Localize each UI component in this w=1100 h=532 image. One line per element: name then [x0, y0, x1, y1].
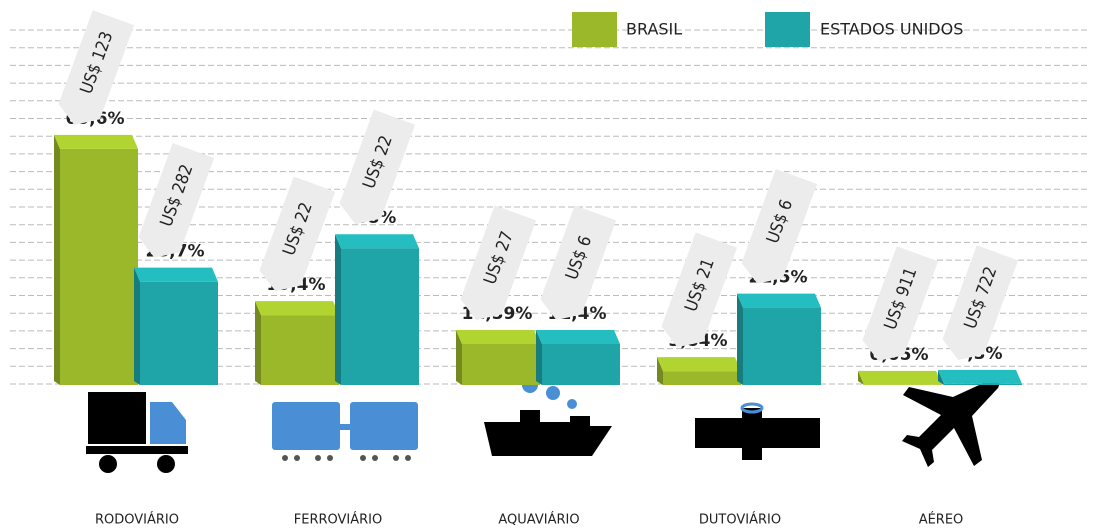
cost-tag-bg: [862, 246, 939, 361]
bar: [542, 343, 620, 385]
train-icon: [272, 402, 340, 450]
category-label: AQUAVIÁRIO: [498, 512, 579, 528]
legend-label: BRASIL: [626, 20, 682, 39]
icons: [86, 377, 1000, 473]
ship-smoke: [567, 399, 577, 409]
category-label: DUTOVIÁRIO: [699, 512, 781, 528]
bar-top: [335, 234, 419, 249]
bar-side: [938, 369, 944, 385]
truck-icon: [150, 402, 186, 444]
bar-side: [335, 234, 341, 385]
truck-icon: [157, 455, 175, 473]
cost-tag: US$ 282: [138, 143, 215, 258]
bar-side: [54, 134, 60, 385]
cost-tag-bg: [540, 205, 617, 320]
cost-tag-bg: [942, 245, 1019, 360]
truck-icon: [99, 455, 117, 473]
ship-smoke: [546, 386, 560, 400]
bar-top: [255, 301, 339, 316]
legend-label: ESTADOS UNIDOS: [820, 20, 963, 39]
cost-tag: US$ 6: [540, 205, 617, 320]
ship-icon: [484, 410, 612, 456]
bar-top: [858, 370, 942, 385]
bar-side: [858, 370, 864, 385]
cost-tag: US$ 27: [460, 205, 537, 321]
category-label: RODOVIÁRIO: [95, 512, 179, 528]
train-icon: [339, 424, 351, 430]
pipe-valve: [740, 402, 764, 414]
bar-top: [54, 134, 138, 149]
bar-side: [456, 329, 462, 385]
bar-top: [657, 357, 741, 372]
train-icon: [350, 402, 418, 450]
legend-swatch: [765, 12, 810, 47]
bar: [261, 315, 339, 385]
cost-tag-bg: [661, 232, 738, 348]
bar-top: [536, 329, 620, 344]
cost-tag: US$ 21: [661, 232, 738, 348]
truck-icon: [88, 392, 146, 444]
train-wheels: [282, 455, 411, 461]
cost-tag: US$ 22: [259, 176, 336, 292]
category-label: FERROVIÁRIO: [294, 512, 382, 528]
cost-tag-bg: [460, 205, 537, 321]
cost-tag: US$ 6: [741, 168, 818, 284]
cost-tag-bg: [741, 168, 818, 284]
cost-tag: US$ 911: [862, 246, 939, 361]
bar: [341, 248, 419, 385]
cost-tag-bg: [339, 109, 416, 225]
bar-side: [657, 357, 663, 385]
legend-swatch: [572, 12, 617, 47]
cost-tag: US$ 722: [942, 245, 1019, 360]
bar-top: [456, 329, 540, 344]
plane-icon: [902, 378, 1000, 467]
pipe-icon: [742, 408, 762, 460]
cost-tag-bg: [58, 10, 135, 125]
bar: [60, 148, 138, 385]
cost-tag-bg: [259, 176, 336, 292]
bar: [462, 343, 540, 385]
bar-top: [134, 267, 218, 282]
bar: [743, 307, 821, 385]
category-label: AÉREO: [919, 512, 964, 528]
bar-side: [737, 293, 743, 385]
bar: [140, 281, 218, 385]
cost-tag: US$ 123: [58, 10, 135, 125]
cost-tag: US$ 22: [339, 109, 416, 225]
bar-side: [255, 301, 261, 385]
bar-side: [536, 329, 542, 385]
bar: [944, 383, 1022, 385]
bar-top: [938, 369, 1022, 384]
bar-side: [134, 267, 140, 385]
truck-icon: [86, 446, 188, 454]
bar-top: [737, 293, 821, 308]
cost-tag-bg: [138, 143, 215, 258]
bar: [663, 371, 741, 385]
